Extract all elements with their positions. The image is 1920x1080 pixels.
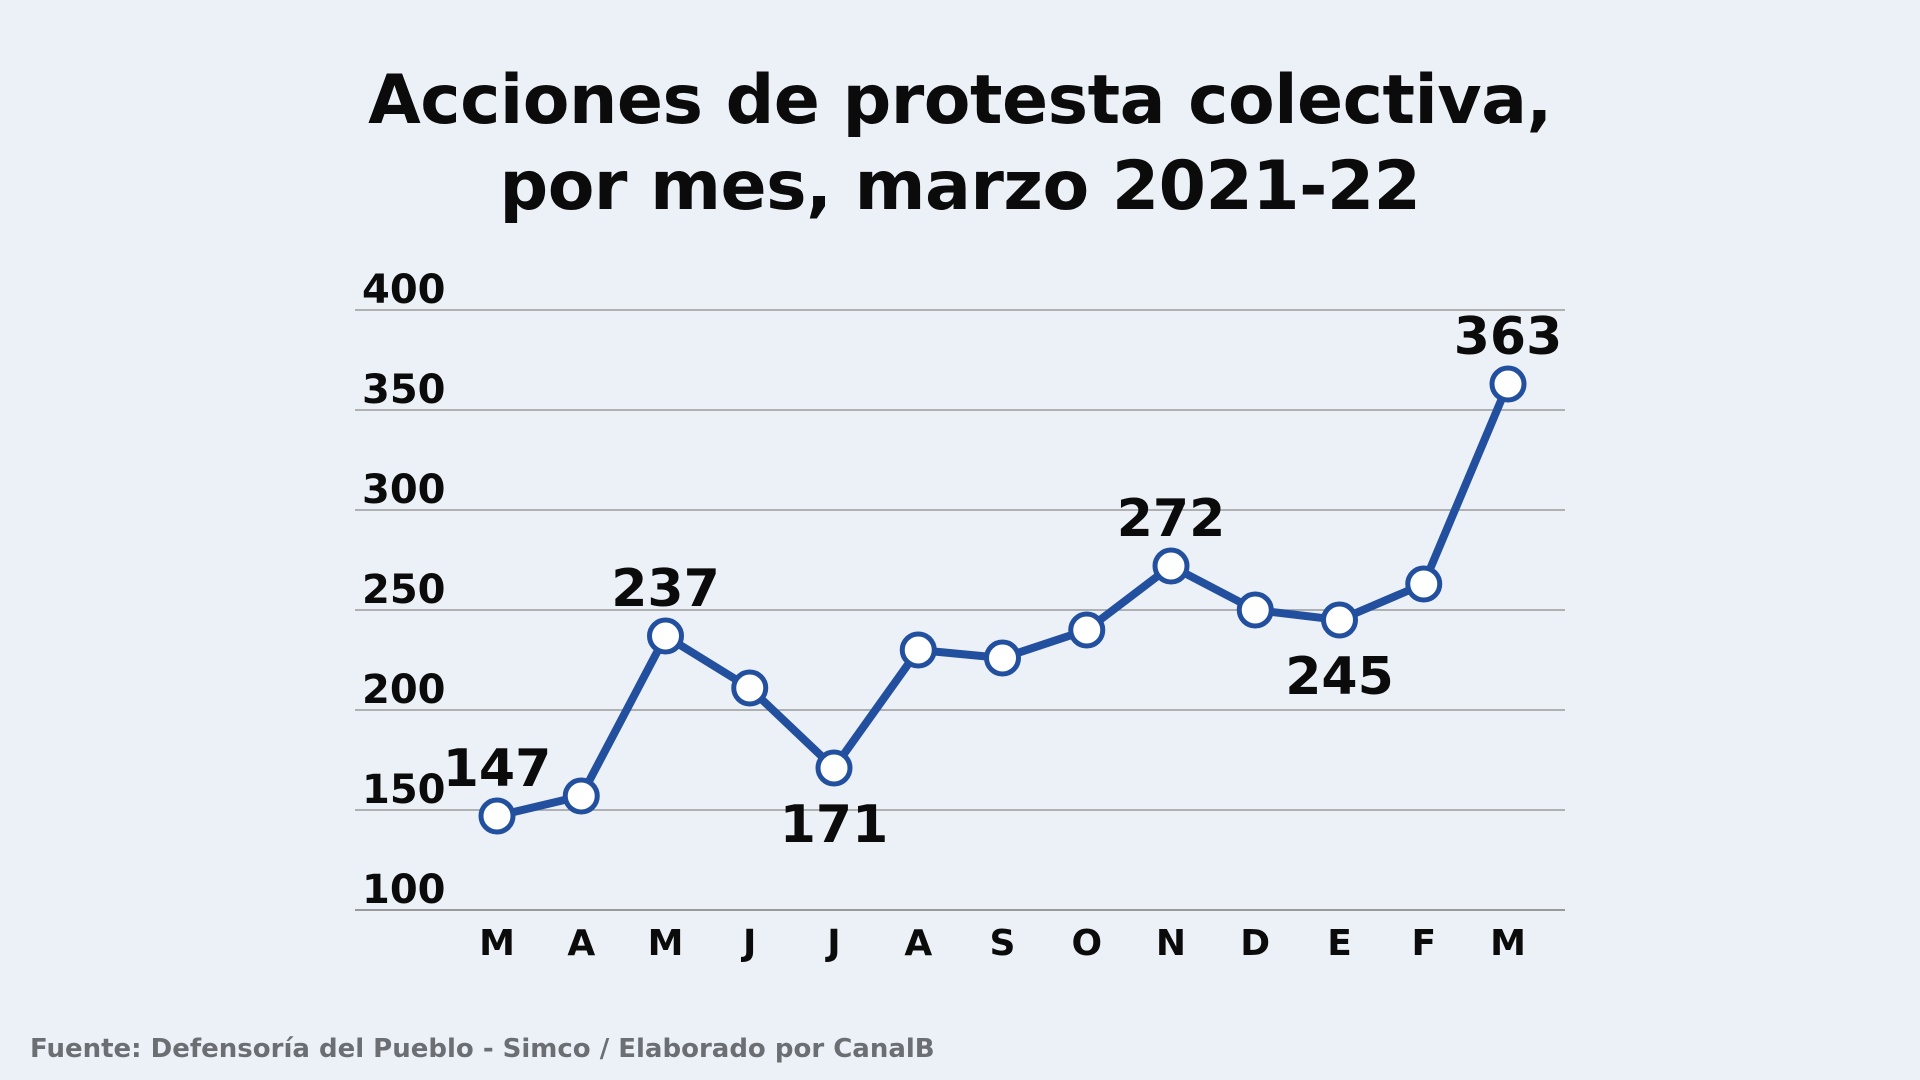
x-tick-label-5: A (904, 923, 932, 964)
data-label-363: 363 (1454, 307, 1563, 367)
x-tick-label-2: M (648, 923, 684, 964)
y-tick-label-150: 150 (362, 767, 446, 813)
data-point-1 (562, 777, 600, 815)
chart-title-line-2: por mes, marzo 2021-22 (499, 147, 1421, 226)
data-point-12 (1489, 365, 1527, 403)
chart-title-line-1: Acciones de protesta colectiva, (368, 61, 1552, 140)
x-tick-label-7: O (1071, 923, 1102, 964)
data-label-237: 237 (611, 559, 720, 619)
data-point-0 (478, 797, 516, 835)
data-label-147: 147 (443, 739, 552, 799)
data-labels: 147 237 171 272 245 363 (443, 307, 1563, 855)
data-point-2 (647, 617, 684, 655)
x-tick-label-11: F (1411, 923, 1436, 964)
x-tick-label-4: J (824, 923, 840, 964)
x-tick-label-12: M (1490, 923, 1526, 964)
data-point-3 (731, 669, 769, 707)
data-label-245: 245 (1285, 647, 1394, 707)
data-label-171: 171 (780, 795, 889, 855)
data-label-272: 272 (1117, 489, 1226, 549)
data-point-10 (1321, 601, 1358, 639)
data-point-5 (899, 631, 937, 669)
y-tick-label-400: 400 (362, 267, 446, 313)
x-tick-label-0: M (479, 923, 515, 964)
x-tick-label-8: N (1156, 923, 1186, 964)
chart-title: Acciones de protesta colectiva, por mes,… (0, 58, 1920, 230)
y-tick-label-350: 350 (362, 367, 446, 413)
y-tick-label-250: 250 (362, 567, 446, 613)
gridlines (355, 309, 1565, 911)
x-tick-label-10: E (1327, 923, 1352, 964)
y-axis: 100 150 200 250 300 350 400 (362, 267, 446, 913)
x-tick-label-1: A (567, 923, 595, 964)
x-tick-label-6: S (990, 923, 1016, 964)
y-tick-label-100: 100 (362, 867, 446, 913)
x-tick-label-9: D (1240, 923, 1270, 964)
y-tick-label-200: 200 (362, 667, 446, 713)
data-point-11 (1405, 565, 1443, 603)
source-note: Fuente: Defensoría del Pueblo - Simco / … (30, 1034, 935, 1064)
data-point-8 (1152, 547, 1190, 585)
data-point-4 (815, 749, 853, 787)
data-point-9 (1236, 591, 1274, 629)
x-tick-label-3: J (740, 923, 756, 964)
data-point-6 (984, 639, 1021, 677)
series-markers (478, 365, 1527, 835)
y-tick-label-300: 300 (362, 467, 446, 513)
data-point-7 (1068, 611, 1106, 649)
